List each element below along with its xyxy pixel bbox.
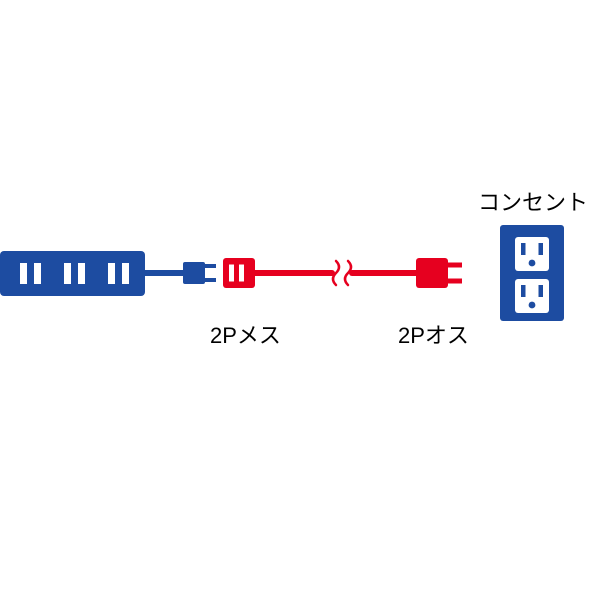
label-2p-male: 2Pオス	[398, 318, 469, 350]
extension-cord-diagram	[0, 0, 600, 600]
label-wall-outlet: コンセント	[478, 185, 588, 217]
label-2p-female: 2Pメス	[210, 318, 281, 350]
